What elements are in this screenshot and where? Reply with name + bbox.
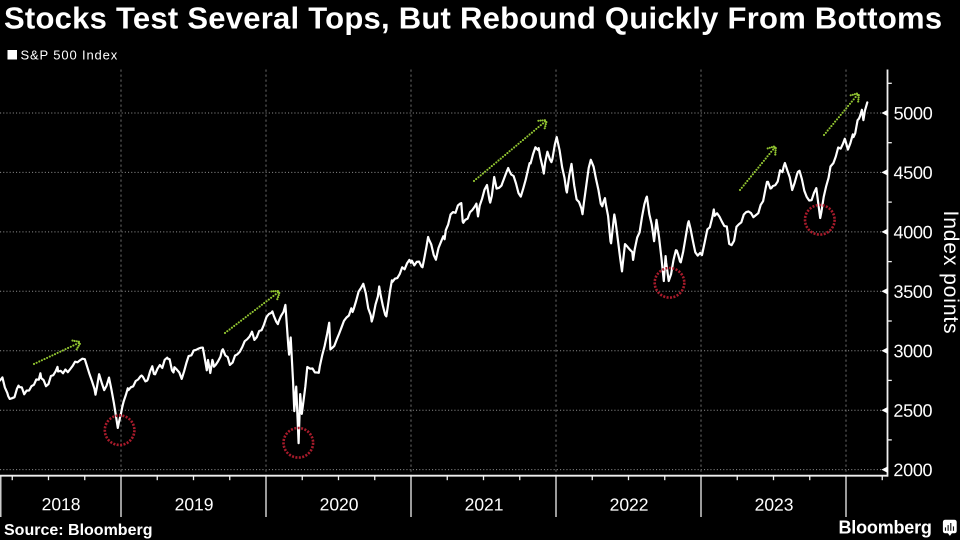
svg-text:3000: 3000 — [893, 341, 932, 361]
svg-text:5000: 5000 — [894, 104, 933, 124]
svg-text:4000: 4000 — [894, 222, 933, 242]
svg-text:Index points: Index points — [939, 210, 960, 334]
svg-text:2022: 2022 — [610, 495, 649, 515]
svg-text:2021: 2021 — [465, 494, 504, 514]
svg-text:2500: 2500 — [893, 401, 932, 421]
svg-text:2000: 2000 — [893, 460, 932, 480]
svg-text:3500: 3500 — [893, 282, 932, 302]
svg-text:4500: 4500 — [894, 163, 933, 183]
svg-text:Source: Bloomberg: Source: Bloomberg — [4, 522, 152, 539]
svg-text:2023: 2023 — [755, 495, 794, 515]
svg-text:2019: 2019 — [175, 494, 214, 514]
svg-text:Bloomberg: Bloomberg — [839, 518, 932, 538]
svg-text:2018: 2018 — [42, 494, 81, 514]
svg-text:2020: 2020 — [320, 494, 359, 514]
svg-text:S&P 500 Index: S&P 500 Index — [21, 47, 119, 62]
svg-text:Stocks Test Several Tops, But: Stocks Test Several Tops, But Rebound Qu… — [4, 1, 942, 36]
